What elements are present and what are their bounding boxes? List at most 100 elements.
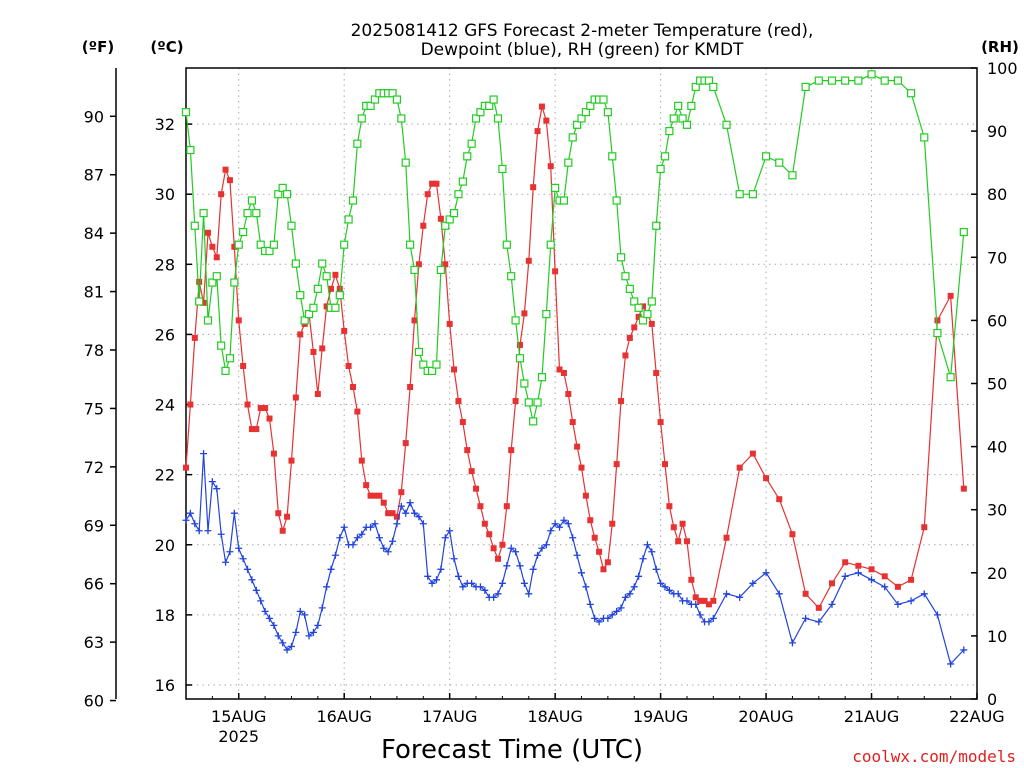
dewpoint-point bbox=[762, 569, 770, 577]
dewpoint-point bbox=[182, 516, 190, 524]
rh-point bbox=[520, 379, 529, 388]
rh-tick-label: 30 bbox=[987, 501, 1007, 520]
dewpoint-point bbox=[613, 607, 621, 615]
temperature-point bbox=[894, 583, 901, 590]
temperature-point bbox=[534, 128, 541, 135]
dewpoint-point bbox=[314, 621, 322, 629]
series bbox=[181, 70, 968, 668]
temperature-point bbox=[288, 457, 295, 464]
temperature-point bbox=[543, 117, 550, 124]
temperature-point bbox=[253, 426, 260, 433]
temperature-point bbox=[349, 384, 356, 391]
temperature-point bbox=[609, 520, 616, 527]
rh-point bbox=[392, 95, 402, 104]
temperature-point bbox=[354, 408, 361, 415]
dewpoint-point bbox=[736, 593, 744, 601]
rh-point bbox=[471, 114, 481, 123]
x-tick-label: 15AUG bbox=[211, 707, 266, 726]
rh-point bbox=[370, 95, 380, 104]
dewpoint-point bbox=[454, 572, 462, 580]
temperature-point bbox=[495, 555, 502, 562]
dewpoint-point bbox=[551, 520, 559, 528]
rh-point bbox=[181, 108, 191, 117]
rh-point bbox=[247, 196, 257, 205]
dewpoint-point bbox=[186, 509, 194, 517]
dewpoint-point bbox=[301, 611, 309, 619]
rh-point bbox=[410, 265, 419, 275]
dewpoint-point bbox=[621, 593, 629, 601]
fahrenheit-tick-label: 66 bbox=[84, 575, 104, 594]
dewpoint-point bbox=[235, 544, 243, 552]
rh-point bbox=[537, 373, 547, 382]
rh-point bbox=[432, 360, 441, 369]
rh-point bbox=[599, 95, 608, 104]
dewpoint-point bbox=[349, 541, 357, 549]
temperature-point bbox=[960, 485, 967, 492]
temperature-point bbox=[407, 384, 414, 391]
dewpoint-point bbox=[920, 590, 928, 598]
rh-point bbox=[212, 272, 221, 281]
dewpoint-point bbox=[775, 590, 783, 598]
dewpoint-point bbox=[296, 607, 304, 615]
rh-point bbox=[493, 114, 503, 123]
dewpoint-point bbox=[802, 614, 810, 622]
temperature-point bbox=[947, 292, 954, 299]
temperature-point bbox=[618, 398, 625, 405]
fahrenheit-tick-label: 75 bbox=[84, 399, 104, 418]
dewpoint-point bbox=[226, 548, 234, 556]
rh-tick-label: 100 bbox=[987, 59, 1018, 78]
dewpoint-point bbox=[503, 562, 511, 570]
temperature-point bbox=[262, 405, 269, 412]
dewpoint-point bbox=[626, 590, 634, 598]
rh-point bbox=[529, 417, 538, 426]
x-tick-label: 22AUG bbox=[949, 707, 1004, 726]
rh-point bbox=[221, 366, 230, 375]
rh-point bbox=[722, 120, 731, 129]
rh-point bbox=[318, 259, 327, 268]
dewpoint-point bbox=[788, 639, 796, 647]
temperature-point bbox=[547, 163, 554, 170]
temperature-point bbox=[486, 531, 493, 538]
dewpoint-point bbox=[367, 523, 375, 531]
temperature-point bbox=[736, 464, 743, 471]
rh-point bbox=[427, 366, 437, 375]
temperature-point bbox=[411, 317, 418, 324]
fahrenheit-tick-label: 69 bbox=[84, 516, 104, 535]
dewpoint-point bbox=[661, 583, 669, 591]
dewpoint-point bbox=[692, 600, 700, 608]
temperature-point bbox=[631, 324, 638, 331]
temperature-point bbox=[332, 271, 339, 278]
dewpoint-point bbox=[213, 485, 221, 493]
rh-point bbox=[546, 240, 555, 249]
dewpoint-point bbox=[841, 572, 849, 580]
temperature-point bbox=[692, 594, 699, 601]
temperature-point bbox=[552, 268, 559, 275]
dewpoint-point bbox=[244, 565, 252, 573]
rh-point bbox=[265, 246, 274, 256]
temperature-point bbox=[341, 327, 348, 334]
chart-title: 2025081412 GFS Forecast 2-meter Temperat… bbox=[351, 21, 814, 60]
rh-point bbox=[463, 152, 472, 161]
rh-point bbox=[674, 101, 683, 110]
temperature-point bbox=[705, 601, 712, 608]
rh-point bbox=[419, 360, 428, 369]
rh-point bbox=[476, 108, 485, 117]
rh-point bbox=[775, 158, 784, 167]
rh-point bbox=[278, 183, 287, 192]
dewpoint-point bbox=[582, 583, 590, 591]
rh-point bbox=[274, 190, 283, 199]
rh-point bbox=[489, 95, 498, 104]
temperature-point bbox=[908, 576, 915, 583]
rh-point bbox=[366, 101, 375, 110]
rh-point bbox=[511, 316, 520, 325]
dewpoint-line bbox=[185, 453, 965, 666]
dewpoint-point bbox=[723, 590, 731, 598]
temperature-point bbox=[358, 457, 365, 464]
rh-tick-label: 10 bbox=[987, 627, 1007, 646]
rh-point bbox=[656, 164, 665, 174]
temperature-point bbox=[679, 520, 686, 527]
temperature-point bbox=[415, 261, 422, 268]
temperature-point bbox=[314, 391, 321, 398]
dewpoint-point bbox=[516, 562, 524, 570]
rh-point bbox=[638, 316, 648, 325]
